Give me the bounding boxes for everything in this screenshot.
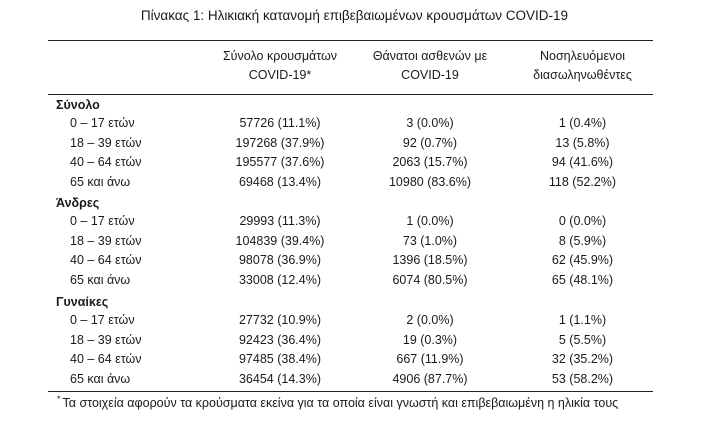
column-header-line: COVID-19	[401, 68, 459, 82]
age-label: 40 – 64 ετών	[70, 253, 142, 267]
intubated-cell: 5 (5.5%)	[558, 332, 607, 347]
cases-cell: 29993 (11.3%)	[239, 214, 321, 228]
deaths-cell: 667 (11.9%)	[396, 352, 464, 366]
column-header-line: Σύνολο κρουσμάτων	[222, 49, 338, 63]
table-top-rule	[48, 40, 653, 41]
deaths-cell: 1 (0.0%)	[406, 214, 454, 228]
deaths-cell: 2063 (15.7%)	[392, 155, 468, 169]
deaths-cell: 3 (0.0%)	[406, 116, 454, 130]
age-label: 18 – 39 ετών	[70, 135, 142, 150]
group-label: Γυναίκες	[56, 295, 109, 309]
age-label: 0 – 17 ετών	[70, 214, 135, 228]
cases-cell: 98078 (36.9%)	[238, 253, 321, 267]
cases-cell: 104839 (39.4%)	[235, 233, 325, 248]
column-header-line: Θάνατοι ασθενών με	[372, 49, 488, 63]
intubated-cell: 65 (48.1%)	[551, 272, 614, 287]
age-label: 40 – 64 ετών	[70, 155, 142, 169]
column-header-cases: Σύνολο κρουσμάτων COVID-19*	[205, 47, 355, 85]
age-label: 65 και άνω	[70, 272, 131, 287]
age-label: 0 – 17 ετών	[70, 313, 135, 327]
column-header-deaths: Θάνατοι ασθενών με COVID-19	[355, 47, 505, 85]
intubated-cell: 0 (0.0%)	[558, 214, 607, 228]
age-label: 18 – 39 ετών	[70, 233, 142, 248]
cases-cell: 36454 (14.3%)	[238, 371, 321, 386]
column-header-line: COVID-19*	[248, 68, 312, 82]
group-label: Σύνολο	[56, 98, 100, 112]
footnote: * Τα στοιχεία αφορούν τα κρούσματα εκείνα…	[57, 394, 618, 410]
cases-cell: 57726 (11.1%)	[239, 116, 321, 130]
cases-cell: 92423 (36.4%)	[238, 332, 321, 347]
age-label: 40 – 64 ετών	[70, 352, 142, 366]
header-rule	[48, 94, 653, 95]
age-label: 0 – 17 ετών	[70, 116, 135, 130]
intubated-cell: 8 (5.9%)	[558, 233, 607, 248]
intubated-cell: 62 (45.9%)	[551, 253, 614, 267]
intubated-cell: 118 (52.2%)	[548, 174, 617, 189]
cases-cell: 195577 (37.6%)	[235, 155, 325, 169]
footnote-marker: *	[57, 394, 61, 404]
column-header-line: Νοσηλευόμενοι	[539, 49, 625, 63]
intubated-cell: 13 (5.8%)	[555, 135, 610, 150]
deaths-cell: 92 (0.7%)	[402, 135, 458, 150]
intubated-cell: 94 (41.6%)	[551, 155, 614, 169]
deaths-cell: 10980 (83.6%)	[388, 174, 471, 189]
age-label: 65 και άνω	[70, 371, 131, 386]
deaths-cell: 2 (0.0%)	[406, 313, 454, 327]
cases-cell: 197268 (37.9%)	[235, 135, 325, 150]
intubated-cell: 1 (1.1%)	[558, 313, 607, 327]
deaths-cell: 1396 (18.5%)	[392, 253, 468, 267]
table-title: Πίνακας 1: Ηλικιακή κατανομή επιβεβαιωμέ…	[140, 8, 569, 23]
column-header-line: διασωληνωθέντες	[533, 68, 632, 82]
deaths-cell: 6074 (80.5%)	[392, 272, 468, 287]
intubated-cell: 1 (0.4%)	[558, 116, 607, 130]
cases-cell: 97485 (38.4%)	[238, 352, 321, 366]
column-header-intubated: Νοσηλευόμενοι διασωληνωθέντες	[510, 47, 655, 85]
deaths-cell: 73 (1.0%)	[402, 233, 458, 248]
cases-cell: 69468 (13.4%)	[238, 174, 321, 189]
group-label: Άνδρες	[56, 196, 100, 210]
age-label: 18 – 39 ετών	[70, 332, 142, 347]
cases-cell: 27732 (10.9%)	[238, 313, 321, 327]
deaths-cell: 4906 (87.7%)	[392, 371, 468, 386]
footnote-text: Τα στοιχεία αφορούν τα κρούσματα εκείνα …	[62, 396, 619, 410]
intubated-cell: 32 (35.2%)	[551, 352, 614, 366]
deaths-cell: 19 (0.3%)	[402, 332, 458, 347]
cases-cell: 33008 (12.4%)	[238, 272, 321, 287]
age-label: 65 και άνω	[70, 174, 131, 189]
intubated-cell: 53 (58.2%)	[551, 371, 614, 386]
table-bottom-rule	[48, 391, 653, 392]
